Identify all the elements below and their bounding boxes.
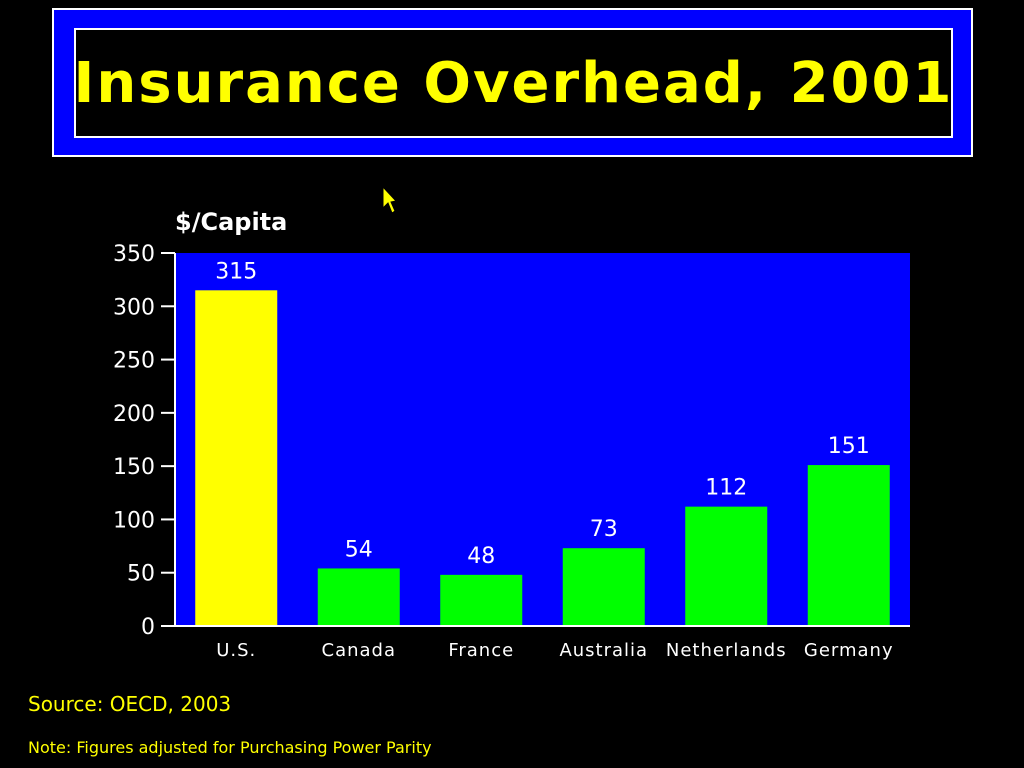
x-tick-label: Australia [559,640,648,661]
bar-canada [317,568,400,626]
y-tick-label: 300 [113,295,155,320]
bar-netherlands [685,506,768,626]
data-label: 112 [705,476,747,501]
bar-france [440,574,523,626]
y-tick-label: 200 [113,402,155,427]
x-tick-label: Netherlands [666,640,787,661]
x-tick-label: U.S. [216,640,256,661]
bar-u-s [195,290,278,626]
y-tick-label: 100 [113,508,155,533]
data-label: 73 [590,517,618,542]
title-box: Insurance Overhead, 2001 [74,28,953,138]
bar-germany [807,465,890,626]
y-tick-label: 0 [141,615,155,640]
data-label: 315 [215,259,257,284]
x-tick-label: Germany [804,640,894,661]
bar-australia [562,548,645,626]
title-banner: Insurance Overhead, 2001 [52,8,973,157]
data-label: 54 [345,537,373,562]
y-tick-label: 350 [113,242,155,267]
data-label: 151 [828,434,870,459]
slide-title: Insurance Overhead, 2001 [73,50,954,116]
x-tick-label: Canada [322,640,397,661]
x-tick-label: France [448,640,514,661]
y-axis-label: $/Capita [175,208,287,236]
mouse-pointer-icon [382,186,396,214]
data-label: 48 [467,544,495,569]
footnote: Note: Figures adjusted for Purchasing Po… [28,738,432,757]
y-tick-label: 250 [113,349,155,374]
plot-area [175,253,910,626]
y-tick-label: 150 [113,455,155,480]
y-tick-label: 50 [127,562,155,587]
source-note: Source: OECD, 2003 [28,692,232,716]
